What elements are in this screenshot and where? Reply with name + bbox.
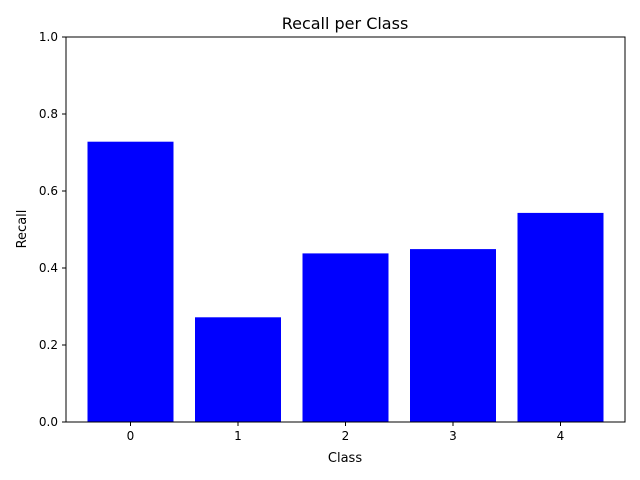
bar-class-0 [87, 141, 174, 422]
x-tick-label-1: 1 [234, 429, 242, 443]
bar-class-3 [410, 249, 496, 422]
y-tick-label-5: 1.0 [39, 30, 58, 44]
chart-title: Recall per Class [282, 14, 409, 33]
y-axis-label: Recall [15, 210, 30, 249]
y-axis-ticks: 0.0 0.2 0.4 0.6 0.8 1.0 [39, 30, 66, 429]
y-tick-label-2: 0.4 [39, 261, 58, 275]
bar-class-1 [195, 317, 281, 422]
bar-class-4 [517, 212, 604, 422]
bars-group [87, 141, 604, 422]
x-tick-label-4: 4 [557, 429, 565, 443]
bar-class-2 [302, 253, 389, 422]
y-tick-label-3: 0.6 [39, 184, 58, 198]
y-tick-label-0: 0.0 [39, 415, 58, 429]
y-tick-label-4: 0.8 [39, 107, 58, 121]
y-tick-label-1: 0.2 [39, 338, 58, 352]
x-axis-label: Class [328, 451, 362, 466]
x-tick-label-2: 2 [342, 429, 350, 443]
x-axis-ticks: 0 1 2 3 4 [127, 422, 565, 443]
x-tick-label-3: 3 [449, 429, 457, 443]
x-tick-label-0: 0 [127, 429, 135, 443]
